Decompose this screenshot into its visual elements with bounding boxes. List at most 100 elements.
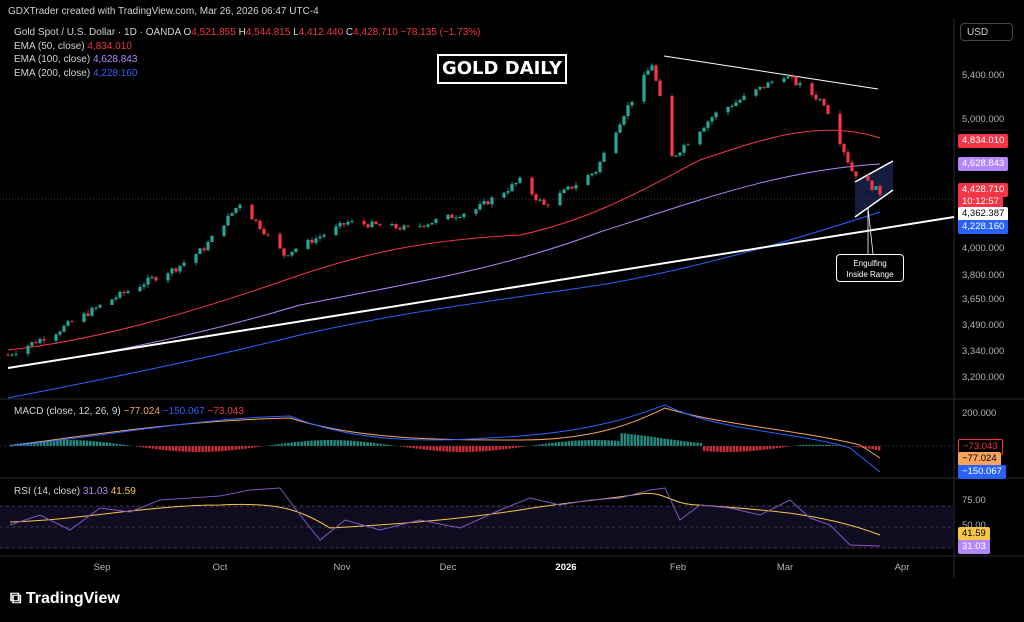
macd-histogram-bar bbox=[356, 441, 359, 446]
macd-histogram-bar bbox=[277, 444, 280, 446]
macd-histogram-bar bbox=[627, 433, 630, 446]
candle-body bbox=[122, 291, 126, 294]
macd-histogram-bar bbox=[769, 446, 772, 450]
macd-histogram-bar bbox=[712, 446, 716, 452]
macd-histogram-bar bbox=[749, 446, 752, 452]
macd-histogram-bar bbox=[72, 440, 76, 446]
annotation-line1: Engulfing bbox=[853, 259, 887, 268]
time-tick-label: Oct bbox=[213, 562, 228, 573]
macd-histogram-bar bbox=[85, 440, 89, 446]
macd-histogram-bar bbox=[610, 440, 613, 446]
candle-body bbox=[266, 234, 270, 236]
candle-body bbox=[262, 228, 266, 235]
macd-histogram-bar bbox=[442, 446, 445, 452]
time-tick-label: Dec bbox=[440, 562, 457, 573]
macd-histogram-bar bbox=[36, 441, 39, 446]
candle-body bbox=[678, 152, 682, 156]
candle-body bbox=[602, 152, 606, 162]
candle-body bbox=[314, 238, 318, 243]
candle-body bbox=[790, 76, 794, 78]
macd-histogram-bar bbox=[676, 440, 679, 446]
macd-histogram-bar bbox=[326, 440, 330, 446]
macd-histogram-bar bbox=[521, 446, 524, 447]
macd-histogram-bar bbox=[673, 439, 676, 446]
candle-body bbox=[334, 226, 338, 235]
macd-histogram-bar bbox=[696, 442, 699, 446]
macd-histogram-bar bbox=[105, 442, 109, 446]
macd-histogram-bar bbox=[99, 441, 102, 446]
candle-body bbox=[226, 215, 230, 226]
macd-histogram-bar bbox=[148, 446, 151, 449]
macd-histogram-bar bbox=[802, 444, 805, 446]
candle-body bbox=[622, 116, 626, 125]
macd-histogram-bar bbox=[221, 446, 224, 452]
symbol-legend: Gold Spot / U.S. Dollar · 1D · OANDA O4,… bbox=[14, 26, 481, 80]
macd-histogram-bar bbox=[547, 443, 551, 446]
macd-histogram-bar bbox=[511, 446, 514, 449]
symbol-name[interactable]: Gold Spot / U.S. Dollar · 1D · OANDA bbox=[14, 27, 181, 38]
macd-histogram-bar bbox=[742, 446, 745, 452]
macd-histogram-bar bbox=[821, 444, 825, 446]
candle-body bbox=[714, 112, 718, 118]
macd-histogram-bar bbox=[214, 446, 217, 452]
ema50-label[interactable]: EMA (50, close) bbox=[14, 40, 85, 52]
macd-histogram-bar bbox=[333, 440, 336, 446]
time-tick-label: Apr bbox=[895, 562, 910, 573]
macd-histogram-bar bbox=[854, 446, 858, 447]
macd-histogram-bar bbox=[656, 437, 660, 446]
macd-histogram-bar bbox=[10, 444, 13, 446]
macd-histogram-bar bbox=[112, 443, 115, 446]
candle-body bbox=[530, 177, 534, 195]
chart-header: GDXTrader created with TradingView.com, … bbox=[8, 6, 319, 17]
macd-histogram-bar bbox=[274, 444, 277, 446]
macd-histogram-bar bbox=[716, 446, 719, 452]
macd-histogram-bar bbox=[815, 444, 818, 446]
candle-body bbox=[810, 83, 814, 95]
macd-histogram-bar bbox=[448, 446, 452, 452]
macd-histogram-bar bbox=[719, 446, 722, 452]
macd-histogram-bar bbox=[693, 442, 696, 446]
macd-histogram-bar bbox=[145, 446, 148, 448]
macd-histogram-bar bbox=[316, 440, 320, 446]
macd-histogram-bar bbox=[574, 440, 577, 446]
macd-histogram-bar bbox=[39, 441, 43, 446]
candle-body bbox=[642, 74, 646, 102]
candle-body bbox=[766, 82, 770, 88]
macd-histogram-bar bbox=[366, 442, 369, 446]
price-tick-label: 5,000.000 bbox=[962, 114, 1004, 125]
macd-histogram-bar bbox=[310, 440, 313, 446]
macd-histogram-bar bbox=[623, 433, 627, 446]
candle-body bbox=[6, 354, 10, 356]
macd-legend[interactable]: MACD (close, 12, 26, 9) −77.024 −150.067… bbox=[14, 406, 244, 417]
macd-histogram-bar bbox=[184, 446, 188, 452]
macd-histogram-bar bbox=[617, 440, 620, 446]
candle-body bbox=[814, 94, 818, 100]
macd-histogram-bar bbox=[89, 440, 92, 446]
rsi-legend[interactable]: RSI (14, close) 31.03 41.59 bbox=[14, 486, 136, 497]
candle-body bbox=[34, 342, 38, 344]
candle-body bbox=[486, 201, 490, 205]
macd-histogram-bar bbox=[458, 446, 462, 452]
ema100-price-tag: 4,628.843 bbox=[958, 157, 1009, 171]
candle-body bbox=[798, 83, 802, 86]
currency-button[interactable]: USD bbox=[960, 23, 1013, 41]
ema200-price-tag: 4,228.160 bbox=[958, 220, 1009, 234]
rsi-band bbox=[0, 506, 954, 548]
ema100-label[interactable]: EMA (100, close) bbox=[14, 54, 91, 65]
candle-body bbox=[394, 223, 398, 229]
macd-histogram-bar bbox=[151, 446, 155, 449]
macd-histogram-bar bbox=[445, 446, 448, 452]
candle-body bbox=[842, 144, 846, 153]
macd-histogram-bar bbox=[165, 446, 168, 451]
candle-body bbox=[734, 102, 738, 107]
ema200-label[interactable]: EMA (200, close) bbox=[14, 67, 91, 79]
macd-histogram-bar bbox=[561, 441, 564, 446]
candle-body bbox=[846, 152, 850, 163]
level-price-tag: 4,362.387 bbox=[958, 207, 1009, 221]
candle-body bbox=[506, 190, 510, 193]
macd-histogram-bar bbox=[670, 439, 673, 446]
price-tick-label: 3,340.000 bbox=[962, 346, 1004, 357]
macd-histogram-bar bbox=[234, 446, 237, 450]
macd-histogram-bar bbox=[79, 440, 82, 446]
